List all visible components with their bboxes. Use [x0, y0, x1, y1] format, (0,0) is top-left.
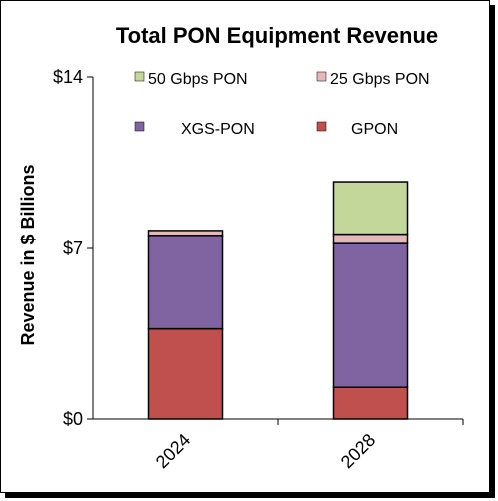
bar-segment-xgs-pon: [332, 242, 409, 388]
bar-segment-25-gbps-pon: [147, 230, 224, 237]
legend-swatch-xgs-pon: [134, 121, 145, 132]
y-axis-label: Revenue in $ Billions: [18, 164, 38, 345]
chart-title: Total PON Equipment Revenue: [116, 23, 438, 48]
legend-label-xgs-pon: XGS-PON: [181, 121, 255, 138]
legend-swatch-50-gbps-pon: [134, 71, 145, 82]
x-tick-label: 2028: [337, 430, 379, 472]
bar-segment-25-gbps-pon: [332, 233, 409, 244]
legend-label-25-gbps-pon: 25 Gbps PON: [330, 71, 430, 88]
stacked-bar-chart: Total PON Equipment Revenue Revenue in $…: [18, 23, 464, 472]
y-tick-label: $0: [63, 409, 83, 429]
bar-segment-gpon: [332, 386, 409, 420]
chart-frame: Total PON Equipment Revenue Revenue in $…: [0, 0, 490, 493]
legend-swatch-25-gbps-pon: [316, 71, 327, 82]
bar-segment-xgs-pon: [147, 235, 224, 330]
x-tick-label: 2024: [152, 430, 194, 472]
bars: [147, 181, 409, 420]
legend-label-gpon: GPON: [351, 121, 398, 138]
legend-label-50-gbps-pon: 50 Gbps PON: [148, 71, 248, 88]
bar-segment-50-gbps-pon: [332, 181, 409, 236]
legend-swatch-gpon: [316, 121, 327, 132]
y-tick-label: $14: [53, 67, 83, 87]
y-tick-label: $7: [63, 238, 83, 258]
legend: 50 Gbps PON 25 Gbps PON XGS-PON GPON: [134, 71, 430, 138]
bar-segment-gpon: [147, 327, 224, 420]
